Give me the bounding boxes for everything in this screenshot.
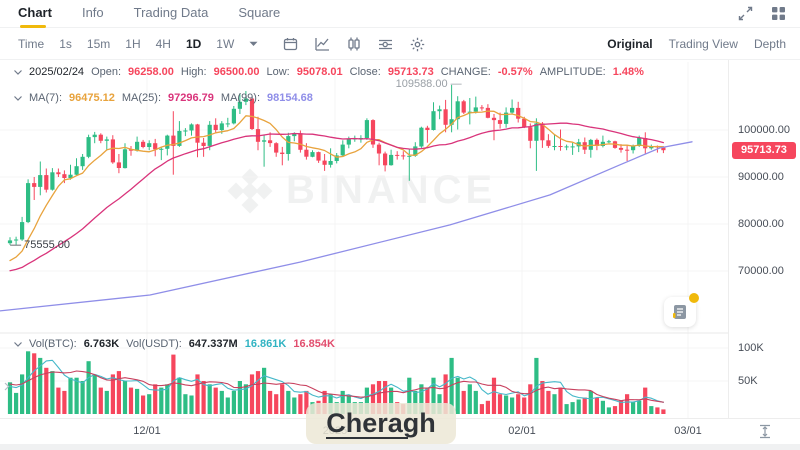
- interval-1d[interactable]: 1D: [185, 37, 202, 51]
- current-price-badge: 95713.73: [732, 141, 796, 159]
- view-mode-depth[interactable]: Depth: [753, 37, 786, 51]
- tab-bar: Chart Info Trading Data Square: [0, 0, 800, 28]
- high-price-marker: 109588.00—: [396, 78, 462, 90]
- vol-usdt-label: Vol(USDT):: [126, 338, 182, 350]
- candlestick-chart-canvas[interactable]: [0, 60, 728, 418]
- interval-time[interactable]: Time: [18, 37, 45, 51]
- ohlc-date: 2025/02/24: [29, 66, 85, 78]
- view-mode-original[interactable]: Original: [607, 37, 653, 51]
- ma7-value: 96475.12: [69, 92, 115, 104]
- ma99-value: 98154.68: [267, 92, 313, 104]
- open-value: 96258.00: [128, 66, 174, 78]
- low-price-value: 75555.00: [24, 238, 70, 251]
- news-feed-button[interactable]: [664, 293, 699, 327]
- price-axis[interactable]: 100000.00 90000.00 80000.00 70000.00 95713.7…: [728, 60, 800, 444]
- high-value: 96500.00: [213, 66, 260, 78]
- marker-dash: —: [450, 77, 462, 90]
- price-axis-label: 70000.00: [738, 265, 784, 277]
- layout-grid-icon[interactable]: [771, 6, 786, 21]
- line-chart-icon[interactable]: [315, 37, 330, 51]
- collapse-caret-icon[interactable]: [14, 69, 22, 75]
- price-axis-label: 80000.00: [738, 218, 784, 230]
- ohlc-info-row: 2025/02/24 Open: 96258.00 High: 96500.00…: [14, 66, 644, 78]
- tab-info[interactable]: Info: [81, 5, 104, 20]
- ma99-label: MA(99):: [220, 92, 261, 104]
- view-mode-tradingview[interactable]: Trading View: [668, 37, 738, 51]
- volume-info-row: Vol(BTC): 6.763K Vol(USDT): 647.337M 16.…: [14, 338, 335, 350]
- amplitude-value: 1.48%: [612, 66, 644, 78]
- binance-watermark-text: BINANCE: [286, 168, 497, 212]
- price-axis-label: 90000.00: [738, 171, 784, 183]
- cheragh-underline: [326, 437, 408, 439]
- vol-ma2-value: 16.854K: [293, 338, 335, 350]
- axis-scale-icon[interactable]: [757, 424, 773, 439]
- time-axis-label: 02/01: [508, 425, 536, 437]
- close-label: Close:: [349, 66, 381, 78]
- change-value: -0.57%: [497, 66, 533, 78]
- collapse-caret-icon[interactable]: [14, 95, 22, 101]
- low-value: 95078.01: [296, 66, 343, 78]
- tab-square[interactable]: Square: [238, 5, 281, 20]
- low-price-marker: —75555.00: [10, 239, 70, 251]
- ma-info-row: MA(7): 96475.12 MA(25): 97296.79 MA(99):…: [14, 92, 313, 104]
- time-axis-label: 03/01: [674, 425, 702, 437]
- fullscreen-icon[interactable]: [738, 6, 753, 21]
- volume-axis-label: 50K: [738, 375, 758, 387]
- interval-4h[interactable]: 4H: [155, 37, 171, 51]
- close-value: 95713.73: [387, 66, 434, 78]
- low-label: Low:: [266, 66, 290, 78]
- vol-btc-label: Vol(BTC):: [29, 338, 77, 350]
- pane-resize-handle-icon[interactable]: [2, 382, 10, 391]
- volume-axis-label: 100K: [738, 342, 764, 354]
- settings-gear-icon[interactable]: [410, 37, 425, 52]
- chart-toolbar: Time 1s 15m 1H 4H 1D 1W: [0, 29, 800, 60]
- candlestick-icon[interactable]: [347, 37, 361, 51]
- interval-1w[interactable]: 1W: [216, 37, 235, 51]
- amplitude-label: AMPLITUDE:: [539, 66, 606, 78]
- high-label: High:: [180, 66, 207, 78]
- collapse-caret-icon[interactable]: [14, 341, 22, 347]
- tab-chart[interactable]: Chart: [18, 0, 52, 28]
- change-label: CHANGE:: [440, 66, 491, 78]
- ma25-value: 97296.79: [168, 92, 214, 104]
- calendar-icon[interactable]: [283, 37, 298, 51]
- ma25-label: MA(25):: [121, 92, 162, 104]
- vol-usdt-value: 647.337M: [188, 338, 238, 350]
- cheragh-watermark-text: Cheragh: [326, 408, 436, 438]
- vol-btc-value: 6.763K: [83, 338, 120, 350]
- interval-1h[interactable]: 1H: [125, 37, 141, 51]
- tab-trading-data[interactable]: Trading Data: [133, 5, 209, 20]
- ma7-label: MA(7):: [29, 92, 62, 104]
- interval-15m[interactable]: 15m: [86, 37, 111, 51]
- interval-1s[interactable]: 1s: [59, 37, 72, 51]
- binance-watermark: BINANCE: [227, 168, 497, 213]
- marker-dash: —: [10, 238, 22, 251]
- high-price-value: 109588.00: [395, 77, 448, 90]
- time-axis-label: 12/01: [133, 425, 161, 437]
- price-axis-label: 100000.00: [738, 124, 790, 136]
- interval-dropdown-caret-icon[interactable]: [249, 41, 258, 47]
- notification-dot: [689, 293, 699, 303]
- news-document-icon: [673, 305, 686, 319]
- vol-ma1-value: 16.861K: [244, 338, 287, 350]
- cheragh-watermark: Cheragh: [306, 403, 456, 444]
- open-label: Open:: [91, 66, 122, 78]
- indicators-icon[interactable]: [378, 38, 393, 51]
